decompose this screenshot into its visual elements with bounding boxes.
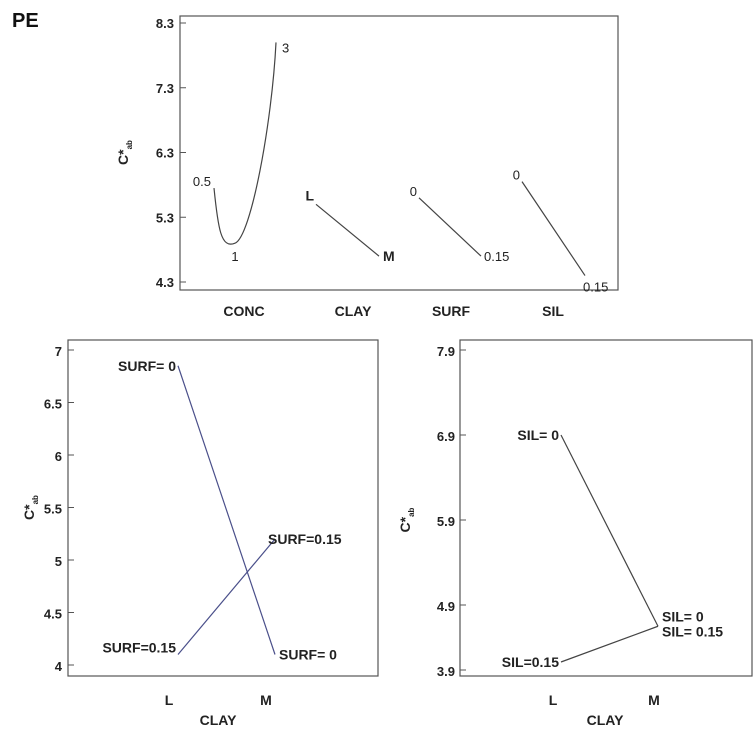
point-label: SIL=0.15 <box>502 654 559 670</box>
y-tick-label: 5.3 <box>156 210 174 225</box>
category-label: SURF <box>432 303 471 319</box>
point-label: L <box>305 187 314 203</box>
chart-top: 4.3 5.3 6.3 7.3 8.3 C*ab CONC CLAY SURF SIL 0.5 1 3 L… <box>115 15 619 319</box>
point-label: SURF=0.15 <box>102 640 176 656</box>
x-tick-label: L <box>165 692 174 708</box>
series-line-sil-015 <box>560 625 659 663</box>
point-label: 0 <box>513 168 520 183</box>
corner-label-wrap: PE <box>12 10 39 33</box>
y-tick-label: 4.5 <box>44 607 62 622</box>
point-label: 0.5 <box>193 174 211 189</box>
series-line-sil-0 <box>560 434 659 627</box>
y-axis-label: C*ab <box>115 140 134 165</box>
plot-frame <box>179 15 619 291</box>
y-tick-label: 5 <box>55 554 62 569</box>
y-tick-label: 4 <box>55 659 63 674</box>
point-label: SIL= 0.15 <box>662 623 723 639</box>
y-tick-label: 6.9 <box>437 429 455 444</box>
y-tick-label: 3.9 <box>437 664 455 679</box>
y-tick-label: 4.3 <box>156 275 174 290</box>
point-label: SIL= 0 <box>517 427 559 443</box>
y-axis-label: C*ab <box>397 507 416 532</box>
plot-frame <box>459 339 753 677</box>
series-line-sil <box>521 181 586 276</box>
y-tick-label: 7 <box>55 344 62 359</box>
plot-frame <box>67 339 379 677</box>
point-label: 0 <box>410 184 417 199</box>
corner-label: PE <box>12 10 39 32</box>
point-label: 0.15 <box>484 249 509 264</box>
y-tick-label: 8.3 <box>156 16 174 31</box>
y-tick-label: 7.9 <box>437 344 455 359</box>
category-label: CONC <box>223 303 264 319</box>
x-tick-label: M <box>260 692 272 708</box>
point-label: 1 <box>231 249 238 264</box>
category-label: CLAY <box>335 303 372 319</box>
series-line-surf-015 <box>177 538 276 655</box>
point-label: SURF= 0 <box>279 647 337 663</box>
y-tick-label: 6.5 <box>44 397 62 412</box>
y-tick-label: 4.9 <box>437 599 455 614</box>
y-tick-label: 6.3 <box>156 146 174 161</box>
category-label: SIL <box>542 303 564 319</box>
y-tick-label: 5.9 <box>437 514 455 529</box>
y-tick-label: 7.3 <box>156 81 174 96</box>
series-line-surf <box>418 197 482 257</box>
x-tick-label: M <box>648 692 660 708</box>
chart-bottom-left: 4 4.5 5 5.5 6 6.5 7 C*ab L M CLAY SURF= 0 SURF= 0 SUR… <box>21 339 379 728</box>
series-line-surf-0 <box>177 365 276 655</box>
x-axis-label: CLAY <box>587 712 624 728</box>
x-tick-label: L <box>549 692 558 708</box>
point-label: M <box>383 248 395 264</box>
series-line-clay <box>315 203 380 257</box>
x-axis-label: CLAY <box>200 712 237 728</box>
y-tick-label: 6 <box>55 449 62 464</box>
y-tick-label: 5.5 <box>44 502 62 517</box>
point-label: 3 <box>282 40 289 55</box>
series-line-conc <box>213 42 277 245</box>
point-label: SURF=0.15 <box>268 531 342 547</box>
y-axis-label: C*ab <box>21 495 40 520</box>
point-label: SIL= 0 <box>662 608 704 624</box>
point-label: 0.15 <box>583 280 608 295</box>
point-label: SURF= 0 <box>118 358 176 374</box>
